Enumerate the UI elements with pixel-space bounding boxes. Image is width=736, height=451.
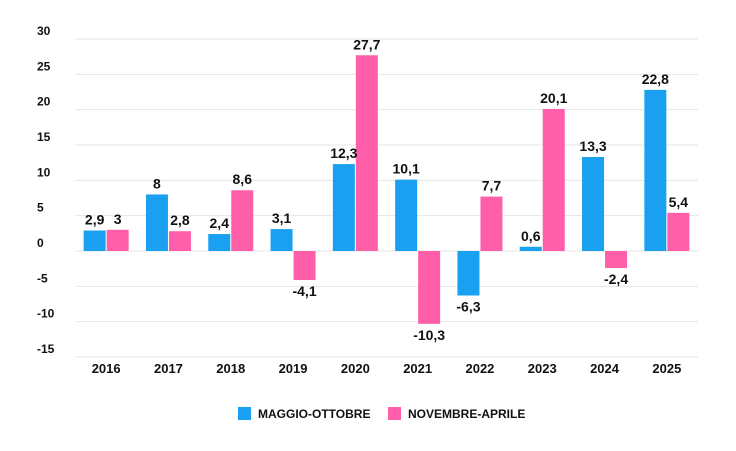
- bars: [83, 55, 690, 324]
- bar-maggio-ottobre-2017: [145, 194, 168, 251]
- legend-swatch-maggio-ottobre: [238, 407, 251, 420]
- y-tick-label: 10: [37, 165, 51, 179]
- bar-maggio-ottobre-2016: [83, 230, 106, 251]
- y-tick-label: -10: [37, 307, 55, 321]
- data-label-maggio-ottobre-2018: 2,4: [210, 215, 230, 231]
- data-label-maggio-ottobre-2017: 8: [153, 175, 161, 191]
- bar-novembre-aprile-2017: [168, 231, 191, 251]
- bar-novembre-aprile-2016: [106, 229, 129, 251]
- data-label-novembre-aprile-2024: -2,4: [604, 271, 628, 287]
- x-tick-label-2019: 2019: [279, 361, 308, 376]
- data-label-maggio-ottobre-2021: 10,1: [393, 161, 420, 177]
- data-label-maggio-ottobre-2019: 3,1: [272, 210, 292, 226]
- data-label-maggio-ottobre-2023: 0,6: [521, 228, 541, 244]
- data-label-maggio-ottobre-2016: 2,9: [85, 212, 105, 228]
- x-tick-label-2024: 2024: [590, 361, 620, 376]
- y-tick-label: 30: [37, 24, 51, 38]
- y-tick-label: -5: [37, 271, 48, 285]
- bar-maggio-ottobre-2021: [395, 179, 418, 251]
- bar-novembre-aprile-2023: [542, 108, 565, 252]
- data-label-novembre-aprile-2021: -10,3: [413, 327, 445, 343]
- x-tick-label-2023: 2023: [528, 361, 557, 376]
- data-label-maggio-ottobre-2025: 22,8: [642, 71, 669, 87]
- y-tick-label: 0: [37, 236, 44, 250]
- x-tick-label-2021: 2021: [403, 361, 432, 376]
- data-label-novembre-aprile-2023: 20,1: [540, 90, 567, 106]
- legend: MAGGIO-OTTOBRE NOVEMBRE-APRILE: [238, 407, 525, 421]
- data-label-novembre-aprile-2019: -4,1: [292, 283, 316, 299]
- bar-maggio-ottobre-2018: [208, 234, 231, 251]
- data-label-maggio-ottobre-2024: 13,3: [579, 138, 606, 154]
- y-axis-ticks: 30 25 20 15 10 5 0 -5 -10 -15: [37, 24, 55, 356]
- x-axis-ticks: 2016 2017 2018 2019 2020 2021 2022 2023 2024 2025: [92, 361, 682, 376]
- x-tick-label-2018: 2018: [216, 361, 245, 376]
- x-tick-label-2017: 2017: [154, 361, 183, 376]
- legend-swatch-novembre-aprile: [388, 407, 401, 420]
- x-tick-label-2020: 2020: [341, 361, 370, 376]
- data-label-novembre-aprile-2017: 2,8: [170, 212, 190, 228]
- data-label-maggio-ottobre-2022: -6,3: [456, 299, 480, 315]
- bar-maggio-ottobre-2023: [519, 246, 542, 251]
- gridlines: [75, 38, 698, 358]
- data-label-novembre-aprile-2025: 5,4: [669, 194, 689, 210]
- bar-novembre-aprile-2019: [293, 251, 316, 280]
- bar-maggio-ottobre-2024: [582, 157, 605, 251]
- bar-maggio-ottobre-2022: [457, 251, 480, 296]
- bar-novembre-aprile-2024: [605, 251, 628, 268]
- y-tick-label: -15: [37, 342, 55, 356]
- data-label-novembre-aprile-2016: 3: [114, 211, 122, 227]
- data-label-novembre-aprile-2018: 8,6: [233, 171, 253, 187]
- data-label-novembre-aprile-2020: 27,7: [353, 36, 380, 52]
- bar-novembre-aprile-2018: [231, 190, 254, 251]
- data-labels: 2,9 3 8 2,8 2,4 8,6 3,1 -4,1 12,3 27,7 10,1 -10,3 -6…: [85, 36, 688, 343]
- y-tick-label: 25: [37, 59, 51, 73]
- bar-maggio-ottobre-2025: [644, 89, 667, 251]
- data-label-novembre-aprile-2022: 7,7: [482, 178, 502, 194]
- bar-novembre-aprile-2022: [480, 196, 503, 251]
- y-tick-label: 20: [37, 95, 51, 109]
- bar-novembre-aprile-2020: [355, 55, 378, 252]
- legend-label-novembre-aprile: NOVEMBRE-APRILE: [408, 407, 525, 421]
- y-tick-label: 5: [37, 201, 44, 215]
- x-tick-label-2022: 2022: [465, 361, 494, 376]
- data-label-maggio-ottobre-2020: 12,3: [330, 145, 357, 161]
- x-tick-label-2016: 2016: [92, 361, 121, 376]
- bar-novembre-aprile-2025: [667, 212, 690, 251]
- bar-maggio-ottobre-2020: [332, 164, 355, 251]
- bar-novembre-aprile-2021: [418, 251, 441, 324]
- legend-label-maggio-ottobre: MAGGIO-OTTOBRE: [258, 407, 370, 421]
- x-tick-label-2025: 2025: [652, 361, 681, 376]
- bar-maggio-ottobre-2019: [270, 229, 293, 251]
- y-tick-label: 15: [37, 130, 51, 144]
